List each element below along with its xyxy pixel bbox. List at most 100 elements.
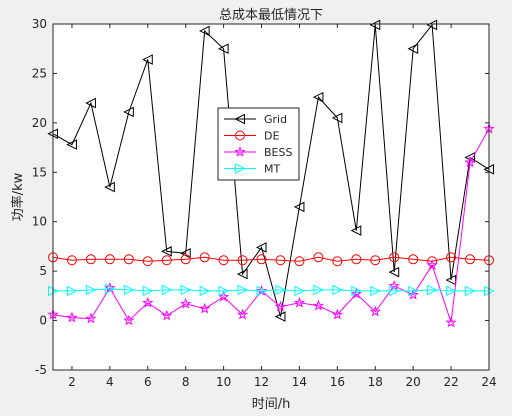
data-point-de — [180, 254, 191, 265]
y-tick-label: 0 — [39, 314, 47, 328]
legend-item-grid: Grid — [224, 113, 287, 126]
data-point-mt — [66, 285, 78, 297]
data-point-mt — [370, 285, 381, 297]
legend-item-de: DE — [224, 130, 279, 143]
data-point-de — [199, 252, 210, 263]
data-point-de — [408, 254, 419, 265]
x-axis-label: 时间/h — [252, 397, 291, 412]
data-point-grid — [255, 242, 267, 253]
legend: Grid DE BESS MT — [217, 107, 300, 181]
y-tick-label: 15 — [32, 165, 47, 179]
data-point-bess — [350, 287, 362, 299]
data-point-bess — [369, 305, 381, 317]
data-point-grid — [217, 43, 229, 55]
data-point-de — [370, 255, 381, 266]
series-de — [48, 252, 494, 267]
legend-marker-bess — [234, 146, 246, 157]
data-point-mt — [427, 284, 438, 296]
data-point-mt — [104, 283, 116, 295]
data-point-de — [218, 255, 229, 266]
data-point-bess — [274, 300, 287, 312]
data-point-de — [123, 254, 134, 265]
data-point-bess — [104, 282, 116, 293]
x-tick-label: 6 — [144, 375, 152, 389]
data-point-de — [389, 252, 400, 263]
data-point-mt — [408, 285, 419, 297]
data-point-grid — [388, 266, 400, 278]
data-point-grid — [426, 19, 438, 31]
data-point-mt — [294, 285, 306, 297]
legend-item-bess: BESS — [224, 146, 292, 159]
data-point-mt — [237, 284, 249, 296]
x-tick-label: 4 — [106, 375, 114, 389]
data-point-mt — [85, 284, 97, 296]
data-point-mt — [332, 284, 343, 296]
plot-area — [53, 24, 489, 370]
chart-title: 总成本最低情况下 — [219, 8, 323, 23]
data-point-de — [256, 254, 267, 265]
data-point-mt — [199, 285, 211, 297]
x-tick-label: 20 — [406, 375, 421, 389]
data-point-bess — [388, 280, 400, 291]
legend-label-grid: Grid — [264, 113, 287, 126]
legend-item-mt: MT — [224, 163, 280, 176]
data-point-de — [446, 252, 457, 263]
data-point-mt — [446, 285, 457, 297]
y-tick-label: 25 — [32, 66, 47, 80]
legend-marker-mt — [235, 163, 246, 174]
data-point-mt — [313, 284, 325, 296]
data-point-bess — [123, 314, 135, 326]
legend-label-bess: BESS — [264, 146, 292, 159]
data-point-de — [465, 254, 476, 265]
data-point-de — [85, 254, 96, 265]
x-axis: 2 4 6 8 10 12 14 16 18 20 22 24 — [68, 24, 497, 389]
data-point-grid — [85, 97, 96, 109]
data-point-de — [294, 256, 305, 267]
data-point-bess — [331, 308, 343, 320]
series-mt — [48, 283, 495, 297]
data-point-de — [351, 254, 362, 265]
data-point-mt — [351, 285, 362, 297]
legend-label-mt: MT — [264, 163, 280, 176]
data-point-grid — [161, 246, 172, 257]
data-point-mt — [123, 284, 135, 296]
data-point-grid — [123, 106, 134, 118]
data-point-mt — [465, 285, 476, 297]
y-tick-label: 30 — [32, 17, 47, 31]
data-point-bess — [445, 316, 457, 328]
legend-marker-de — [235, 130, 245, 141]
data-point-bess — [426, 259, 438, 271]
data-point-grid — [274, 311, 286, 322]
x-tick-label: 12 — [254, 375, 269, 389]
legend-marker-grid — [234, 113, 245, 125]
data-point-bess — [199, 302, 211, 314]
x-tick-label: 14 — [292, 375, 307, 389]
data-point-mt — [218, 285, 230, 297]
x-tick-label: 18 — [368, 375, 383, 389]
data-point-bess — [66, 311, 78, 323]
data-point-grid — [331, 112, 343, 124]
data-point-grid — [407, 43, 419, 55]
x-tick-label: 2 — [68, 375, 76, 389]
data-point-bess — [312, 299, 325, 311]
data-point-mt — [256, 285, 268, 297]
series-grid — [47, 19, 494, 322]
data-point-bess — [180, 297, 192, 309]
data-point-grid — [104, 181, 115, 193]
series-layer — [47, 19, 495, 328]
data-point-bess — [217, 290, 230, 302]
y-tick-label: 10 — [32, 215, 47, 229]
data-point-mt — [180, 284, 192, 296]
data-point-grid — [445, 274, 457, 286]
data-point-bess — [236, 308, 249, 320]
data-point-grid — [66, 139, 77, 150]
data-point-de — [104, 254, 115, 265]
data-point-grid — [142, 54, 153, 65]
data-point-mt — [142, 285, 154, 297]
x-tick-label: 16 — [330, 375, 345, 389]
data-point-grid — [464, 152, 476, 163]
data-point-de — [332, 256, 343, 267]
data-point-de — [142, 256, 153, 267]
data-point-mt — [275, 284, 287, 296]
